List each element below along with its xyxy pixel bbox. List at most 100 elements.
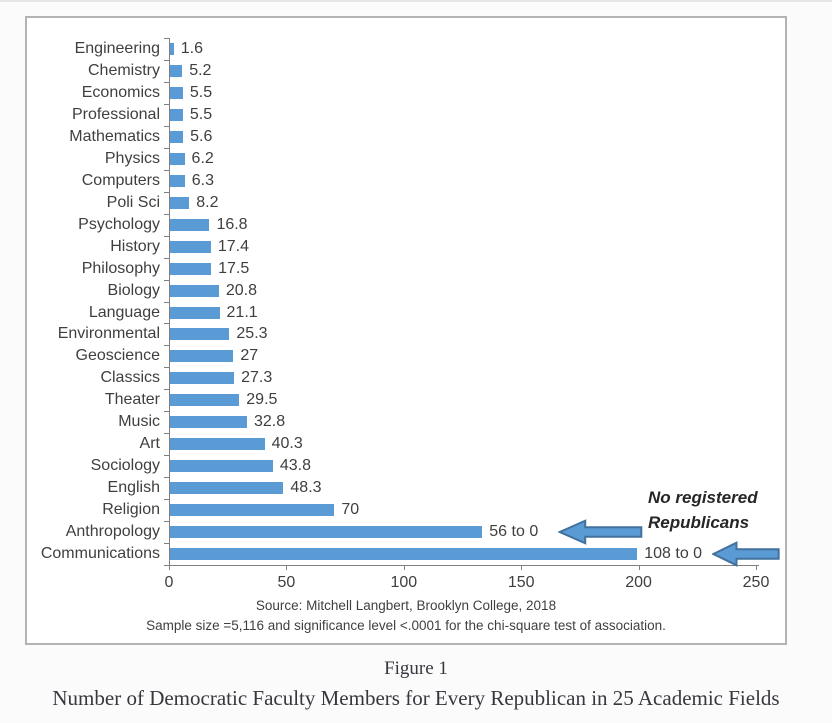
category-label: Poli Sci — [106, 193, 160, 211]
x-tick — [403, 565, 405, 571]
y-tick — [164, 169, 169, 171]
value-label: 1.6 — [180, 39, 203, 57]
y-tick — [164, 279, 169, 281]
category-label: Sociology — [90, 457, 160, 475]
category-label: History — [110, 237, 160, 255]
category-label: Professional — [71, 105, 160, 123]
annotation-line-1: No registered — [648, 488, 758, 507]
value-label: 48.3 — [290, 479, 322, 497]
category-label: Communications — [40, 545, 160, 563]
y-tick — [164, 38, 169, 39]
category-label: Language — [88, 303, 160, 321]
value-label: 6.3 — [191, 171, 215, 189]
sample-size-note: Sample size =5,116 and significance leve… — [146, 618, 666, 633]
value-label: 20.8 — [225, 281, 257, 299]
value-label: 70 — [341, 501, 360, 519]
bar — [170, 394, 240, 407]
category-label: Psychology — [78, 215, 160, 233]
y-tick — [164, 191, 169, 193]
y-tick — [164, 433, 169, 435]
x-tick — [169, 565, 170, 571]
category-label: Mathematics — [69, 127, 160, 145]
y-tick — [164, 411, 169, 413]
y-tick — [164, 499, 169, 501]
bar — [170, 262, 212, 275]
bar — [170, 86, 183, 99]
value-label: 21.1 — [226, 303, 258, 321]
value-label: 5.5 — [189, 105, 213, 123]
bar — [170, 306, 220, 319]
x-tick-label: 150 — [507, 574, 535, 592]
value-label: 6.2 — [191, 149, 214, 167]
bar — [170, 526, 483, 539]
left-arrow-icon — [712, 541, 780, 567]
y-axis-line — [169, 38, 170, 566]
bar — [170, 460, 273, 473]
x-tick-label: 0 — [164, 574, 174, 592]
bar — [170, 350, 234, 363]
x-tick-label: 50 — [277, 574, 296, 592]
category-label: Biology — [107, 281, 160, 299]
x-tick-label: 250 — [742, 574, 770, 592]
y-tick — [164, 125, 169, 127]
figure-label: Figure 1 — [384, 658, 448, 679]
bar — [170, 548, 638, 561]
category-label: Anthropology — [65, 523, 160, 541]
bar — [170, 284, 219, 297]
bar — [170, 196, 190, 209]
value-label: 17.4 — [217, 237, 249, 255]
x-tick — [521, 565, 523, 571]
category-label: Philosophy — [81, 259, 160, 277]
category-label: English — [107, 479, 160, 497]
y-tick — [164, 389, 169, 391]
category-label: Physics — [104, 149, 160, 167]
source-text: Source: Mitchell Langbert, Brooklyn Coll… — [255, 598, 557, 613]
y-tick — [164, 345, 169, 347]
category-label: Art — [139, 435, 160, 453]
bar — [170, 152, 185, 165]
bar — [170, 372, 235, 385]
bar — [170, 130, 184, 143]
y-tick — [164, 521, 169, 523]
y-tick — [164, 323, 169, 325]
value-label: 5.5 — [189, 83, 213, 101]
category-label: Computers — [81, 171, 160, 189]
category-label: Music — [118, 413, 160, 431]
y-tick — [164, 103, 169, 105]
value-label: 40.3 — [271, 435, 303, 453]
x-tick — [286, 565, 288, 571]
annotation-no-registered-republicans: No registered Republicans — [648, 485, 798, 535]
figure-title: Number of Democratic Faculty Members for… — [52, 686, 780, 710]
y-tick — [164, 301, 169, 303]
y-tick — [164, 565, 169, 567]
y-tick — [164, 257, 169, 259]
value-label: 29.5 — [246, 391, 278, 409]
x-tick-label: 200 — [625, 574, 652, 592]
x-tick-label: 100 — [390, 574, 418, 592]
value-label: 56 to 0 — [489, 523, 539, 541]
y-tick — [164, 477, 169, 479]
bar — [170, 328, 230, 341]
bar — [170, 504, 335, 517]
bar — [170, 438, 265, 451]
category-label: Economics — [81, 83, 160, 101]
value-label: 108 to 0 — [644, 545, 703, 563]
value-label: 8.2 — [196, 193, 219, 211]
bar — [170, 174, 185, 187]
category-label: Religion — [102, 501, 160, 519]
value-label: 25.3 — [236, 325, 268, 343]
value-label: 5.6 — [190, 127, 213, 145]
category-label: Theater — [104, 391, 160, 409]
y-tick — [164, 367, 169, 369]
value-label: 17.5 — [218, 259, 250, 277]
left-arrow-icon — [558, 519, 643, 545]
bar — [170, 42, 174, 55]
category-label: Geoscience — [75, 347, 161, 365]
annotation-line-2: Republicans — [648, 513, 750, 532]
y-tick — [164, 59, 169, 61]
x-tick — [756, 565, 757, 571]
y-tick — [164, 213, 169, 215]
category-label: Chemistry — [87, 61, 160, 79]
value-label: 27 — [240, 347, 259, 365]
